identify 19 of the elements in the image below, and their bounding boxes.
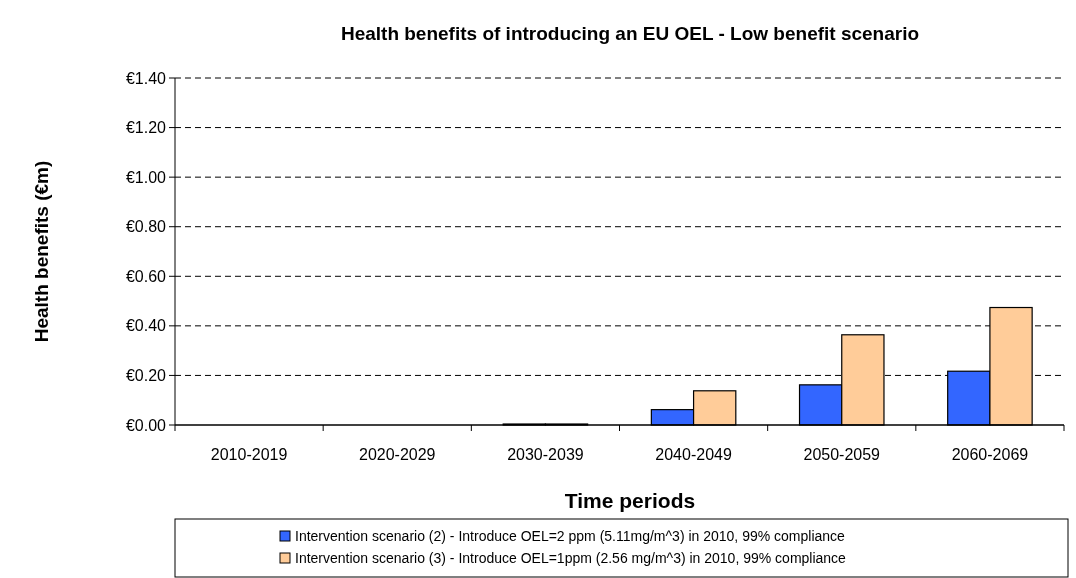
x-axis-title: Time periods <box>564 489 696 512</box>
x-tick-label: 2030-2039 <box>507 446 584 463</box>
y-tick-label: €0.40 <box>125 317 167 335</box>
y-tick-label: €1.20 <box>125 119 167 137</box>
x-tick-label: 2010-2019 <box>210 446 288 463</box>
legend-label: Intervention scenario (3) - Introduce OEL=1ppm (2.56 mg/m^3) in 2010, 99% compliance <box>295 550 847 566</box>
y-tick-label: €0.20 <box>125 367 167 385</box>
y-tick-label: €0.00 <box>125 416 167 434</box>
x-tick-label: 2050-2059 <box>803 446 881 463</box>
legend-label: Intervention scenario (2) - Introduce OEL=2 ppm (5.11mg/m^3) in 2010, 99% compliance <box>295 528 846 544</box>
x-tick-label: 2040-2049 <box>655 446 732 463</box>
y-axis-title: Health benefits (€m) <box>31 160 52 343</box>
x-tick-label: 2060-2069 <box>951 446 1029 463</box>
chart-title: Health benefits of introducing an EU OEL - Low benefit scenario <box>340 23 920 44</box>
y-tick-label: €0.60 <box>125 267 167 285</box>
x-tick-label: 2020-2029 <box>358 446 436 463</box>
y-tick-label: €0.80 <box>125 218 167 236</box>
y-tick-label: €1.00 <box>125 168 167 186</box>
y-tick-label: €1.40 <box>125 69 167 87</box>
